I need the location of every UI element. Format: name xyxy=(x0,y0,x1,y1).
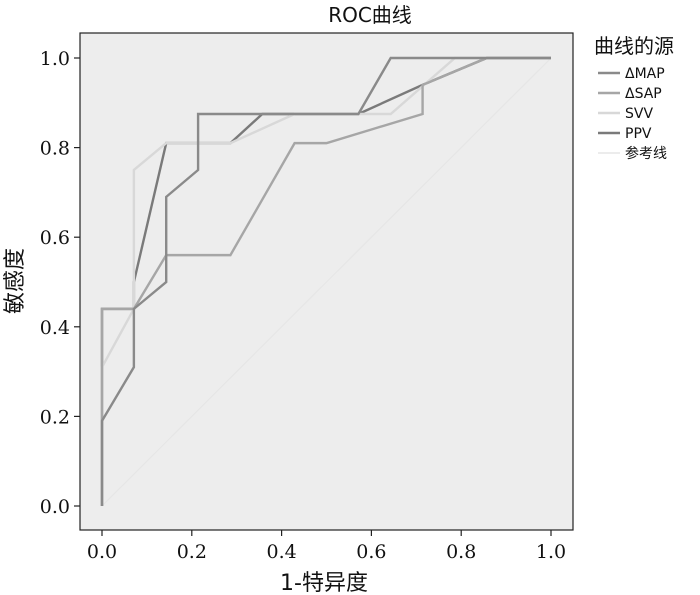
legend-label-0: ΔMAP xyxy=(625,66,665,82)
legend-label-4: 参考线 xyxy=(625,145,667,162)
x-tick-label: 0.4 xyxy=(266,541,296,563)
y-tick-label: 0.6 xyxy=(40,227,70,249)
y-tick-label: 0.2 xyxy=(40,406,70,428)
x-tick-label: 0.8 xyxy=(446,541,476,563)
chart-title: ROC曲线 xyxy=(328,3,412,27)
tick-layer: 0.0 0.2 0.4 0.6 0.8 1.0 0.0 0.2 0.4 0.6 0.8 1.0 xyxy=(40,48,566,563)
y-axis-title: 敏感度 xyxy=(3,248,28,314)
x-tick-label: 0.2 xyxy=(177,541,207,563)
legend-label-1: ΔSAP xyxy=(625,86,662,102)
x-tick-label: 0.6 xyxy=(356,541,386,563)
series-layer xyxy=(100,56,552,507)
y-tick-label: 1.0 xyxy=(40,48,70,70)
x-axis-title: 1-特异度 xyxy=(280,571,368,595)
y-tick-label: 0.4 xyxy=(40,317,70,339)
series-line-1 xyxy=(100,56,551,506)
legend-label-3: PPV xyxy=(625,126,652,142)
series-line-0 xyxy=(100,56,551,506)
x-tick-label: 1.0 xyxy=(536,541,566,563)
y-tick-label: 0.0 xyxy=(40,496,70,518)
legend: ΔMAP ΔSAP SVV PPV 参考线 xyxy=(598,66,667,162)
legend-title: 曲线的源 xyxy=(594,34,674,58)
series-line-4 xyxy=(101,57,552,507)
x-tick-label: 0.0 xyxy=(87,541,117,563)
legend-label-2: SVV xyxy=(625,106,653,122)
y-tick-label: 0.8 xyxy=(40,138,70,160)
